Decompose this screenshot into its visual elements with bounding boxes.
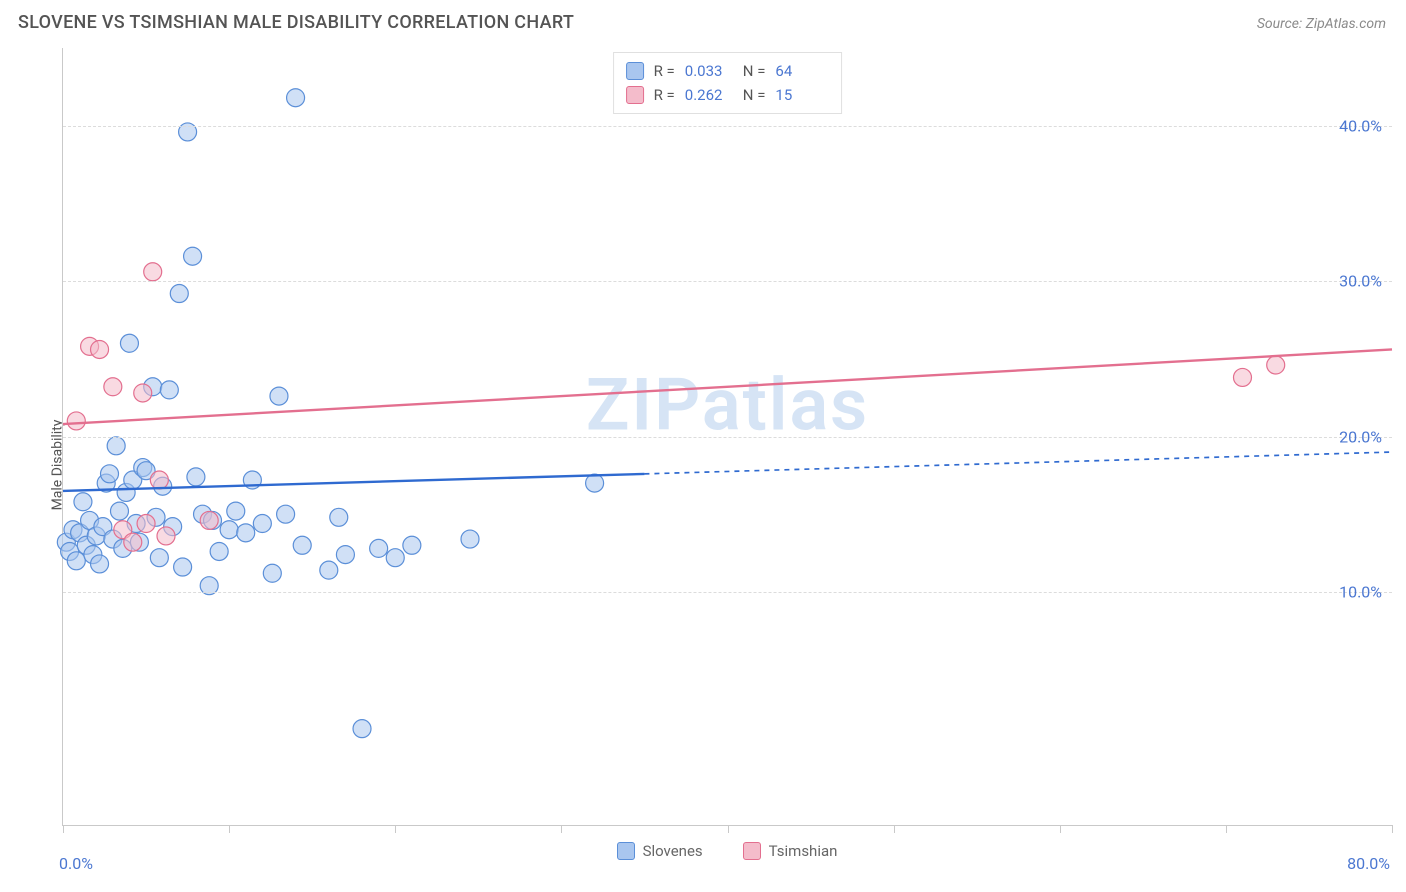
legend-swatch-tsimshian xyxy=(743,842,761,860)
data-point xyxy=(150,549,168,567)
data-point xyxy=(220,521,238,539)
data-point xyxy=(107,437,125,455)
chart-source: Source: ZipAtlas.com xyxy=(1257,16,1386,32)
data-point xyxy=(461,530,479,548)
y-tick-label: 20.0% xyxy=(1339,427,1382,446)
x-tick xyxy=(728,825,729,833)
x-tick xyxy=(1226,825,1227,833)
stats-r-value-slovenes: 0.033 xyxy=(685,59,733,83)
gridline xyxy=(63,592,1392,593)
gridline xyxy=(63,281,1392,282)
stats-r-label: R = xyxy=(654,83,675,107)
legend-item-tsimshian: Tsimshian xyxy=(743,842,838,860)
x-tick xyxy=(395,825,396,833)
data-point xyxy=(386,549,404,567)
data-point xyxy=(101,465,119,483)
y-tick-label: 40.0% xyxy=(1339,116,1382,135)
data-point xyxy=(210,542,228,560)
data-point xyxy=(91,555,109,573)
gridline xyxy=(63,126,1392,127)
legend-item-slovenes: Slovenes xyxy=(617,842,703,860)
data-point xyxy=(293,536,311,554)
data-point xyxy=(160,381,178,399)
data-point xyxy=(67,552,85,570)
data-point xyxy=(120,334,138,352)
chart-container: Male Disability ZIPatlas R = 0.033 N = 6… xyxy=(14,48,1392,882)
data-point xyxy=(330,508,348,526)
data-point xyxy=(137,515,155,533)
data-point xyxy=(74,493,92,511)
x-tick xyxy=(1392,825,1393,833)
data-point xyxy=(237,524,255,542)
data-point xyxy=(174,558,192,576)
data-point xyxy=(403,536,421,554)
legend-label-slovenes: Slovenes xyxy=(643,842,703,860)
gridline xyxy=(63,437,1392,438)
stats-legend-row: R = 0.262 N = 15 xyxy=(626,83,824,107)
stats-legend-row: R = 0.033 N = 64 xyxy=(626,59,824,83)
stats-n-value-tsimshian: 15 xyxy=(775,83,823,107)
stats-n-value-slovenes: 64 xyxy=(775,59,823,83)
x-tick xyxy=(561,825,562,833)
stats-n-label: N = xyxy=(743,83,766,107)
data-point xyxy=(91,340,109,358)
trend-line-extrapolated xyxy=(644,452,1392,474)
data-point xyxy=(124,533,142,551)
y-tick-label: 30.0% xyxy=(1339,272,1382,291)
plot-area: ZIPatlas R = 0.033 N = 64 R = 0.262 N = … xyxy=(62,48,1392,826)
x-tick xyxy=(63,825,64,833)
stats-legend: R = 0.033 N = 64 R = 0.262 N = 15 xyxy=(613,52,843,114)
stats-swatch-tsimshian xyxy=(626,86,644,104)
x-tick xyxy=(229,825,230,833)
trend-line xyxy=(63,349,1392,424)
data-point xyxy=(184,247,202,265)
data-point xyxy=(253,515,271,533)
data-point xyxy=(277,505,295,523)
x-tick xyxy=(894,825,895,833)
data-point xyxy=(227,502,245,520)
data-point xyxy=(187,468,205,486)
data-point xyxy=(1233,368,1251,386)
data-point xyxy=(134,384,152,402)
data-point xyxy=(157,527,175,545)
legend-label-tsimshian: Tsimshian xyxy=(769,842,838,860)
data-point xyxy=(320,561,338,579)
data-point xyxy=(586,474,604,492)
series-legend: Slovenes Tsimshian xyxy=(62,842,1392,860)
data-point xyxy=(144,263,162,281)
y-tick-label: 10.0% xyxy=(1339,582,1382,601)
stats-swatch-slovenes xyxy=(626,62,644,80)
data-point xyxy=(170,285,188,303)
data-point xyxy=(336,546,354,564)
stats-r-value-tsimshian: 0.262 xyxy=(685,83,733,107)
data-point xyxy=(270,387,288,405)
data-point xyxy=(287,89,305,107)
stats-r-label: R = xyxy=(654,59,675,83)
data-point xyxy=(263,564,281,582)
data-point xyxy=(110,502,128,520)
data-point xyxy=(67,412,85,430)
data-point xyxy=(104,378,122,396)
x-tick xyxy=(1060,825,1061,833)
chart-title: SLOVENE VS TSIMSHIAN MALE DISABILITY COR… xyxy=(18,12,574,33)
stats-n-label: N = xyxy=(743,59,766,83)
data-point xyxy=(200,511,218,529)
legend-swatch-slovenes xyxy=(617,842,635,860)
data-point xyxy=(1267,356,1285,374)
data-point xyxy=(353,720,371,738)
data-point xyxy=(150,471,168,489)
data-point xyxy=(370,539,388,557)
